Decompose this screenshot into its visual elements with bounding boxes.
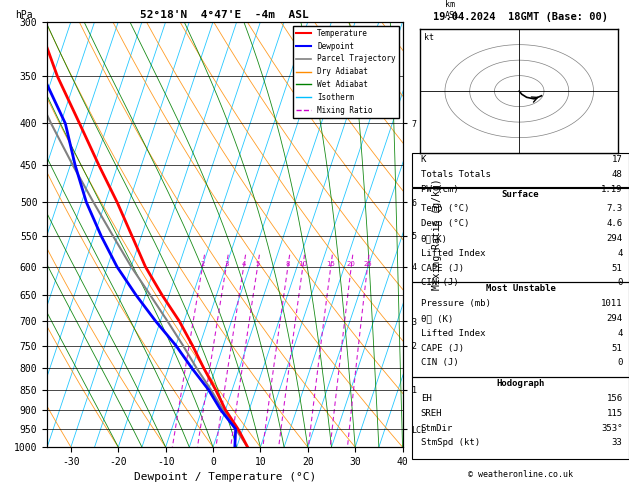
Text: 1.19: 1.19 xyxy=(601,185,623,194)
Text: θᴇ(K): θᴇ(K) xyxy=(421,234,448,243)
Text: 156: 156 xyxy=(606,394,623,403)
Text: 10: 10 xyxy=(298,260,308,267)
Text: 4.6: 4.6 xyxy=(606,219,623,228)
Text: 4: 4 xyxy=(617,249,623,258)
Text: 33: 33 xyxy=(612,438,623,448)
Legend: Temperature, Dewpoint, Parcel Trajectory, Dry Adiabat, Wet Adiabat, Isotherm, Mi: Temperature, Dewpoint, Parcel Trajectory… xyxy=(292,26,399,118)
X-axis label: Dewpoint / Temperature (°C): Dewpoint / Temperature (°C) xyxy=(134,472,316,483)
Text: SREH: SREH xyxy=(421,409,442,418)
Text: 5: 5 xyxy=(255,260,260,267)
Text: 52°18'N  4°47'E  -4m  ASL: 52°18'N 4°47'E -4m ASL xyxy=(140,10,309,20)
Y-axis label: Mixing Ratio (g/kg): Mixing Ratio (g/kg) xyxy=(432,179,442,290)
Text: 19.04.2024  18GMT (Base: 00): 19.04.2024 18GMT (Base: 00) xyxy=(433,12,608,22)
Text: EH: EH xyxy=(421,394,431,403)
Text: Surface: Surface xyxy=(502,190,539,199)
Text: Pressure (mb): Pressure (mb) xyxy=(421,299,491,308)
Text: θᴇ (K): θᴇ (K) xyxy=(421,314,453,323)
Text: 294: 294 xyxy=(606,234,623,243)
Text: 3: 3 xyxy=(224,260,228,267)
Text: 17: 17 xyxy=(612,155,623,164)
Text: Lifted Index: Lifted Index xyxy=(421,249,485,258)
Bar xyxy=(412,282,629,377)
Text: © weatheronline.co.uk: © weatheronline.co.uk xyxy=(468,469,573,479)
Text: 4: 4 xyxy=(617,329,623,338)
Text: 0: 0 xyxy=(617,358,623,367)
Text: CIN (J): CIN (J) xyxy=(421,278,459,288)
Bar xyxy=(412,153,629,187)
Text: StmSpd (kt): StmSpd (kt) xyxy=(421,438,480,448)
Text: 353°: 353° xyxy=(601,423,623,433)
Text: Temp (°C): Temp (°C) xyxy=(421,204,469,213)
Text: Dewp (°C): Dewp (°C) xyxy=(421,219,469,228)
Text: CAPE (J): CAPE (J) xyxy=(421,263,464,273)
Bar xyxy=(412,188,629,282)
Text: CIN (J): CIN (J) xyxy=(421,358,459,367)
Text: Lifted Index: Lifted Index xyxy=(421,329,485,338)
Text: PW (cm): PW (cm) xyxy=(421,185,459,194)
Bar xyxy=(412,377,629,459)
Text: 4: 4 xyxy=(242,260,246,267)
Text: 51: 51 xyxy=(612,344,623,353)
Text: 115: 115 xyxy=(606,409,623,418)
Text: 20: 20 xyxy=(347,260,355,267)
Text: 7.3: 7.3 xyxy=(606,204,623,213)
Text: CAPE (J): CAPE (J) xyxy=(421,344,464,353)
Text: StmDir: StmDir xyxy=(421,423,453,433)
Text: 0: 0 xyxy=(617,278,623,288)
Text: 15: 15 xyxy=(326,260,335,267)
Text: km
ASL: km ASL xyxy=(445,0,460,20)
Text: Most Unstable: Most Unstable xyxy=(486,284,555,294)
Text: 25: 25 xyxy=(363,260,372,267)
Text: Totals Totals: Totals Totals xyxy=(421,170,491,179)
Text: 48: 48 xyxy=(612,170,623,179)
Text: 294: 294 xyxy=(606,314,623,323)
Text: hPa: hPa xyxy=(15,10,33,20)
Text: 8: 8 xyxy=(286,260,290,267)
Text: 1011: 1011 xyxy=(601,299,623,308)
Text: 51: 51 xyxy=(612,263,623,273)
Text: kt: kt xyxy=(424,33,434,42)
Text: K: K xyxy=(421,155,426,164)
Text: Hodograph: Hodograph xyxy=(496,379,545,388)
Text: 2: 2 xyxy=(200,260,204,267)
